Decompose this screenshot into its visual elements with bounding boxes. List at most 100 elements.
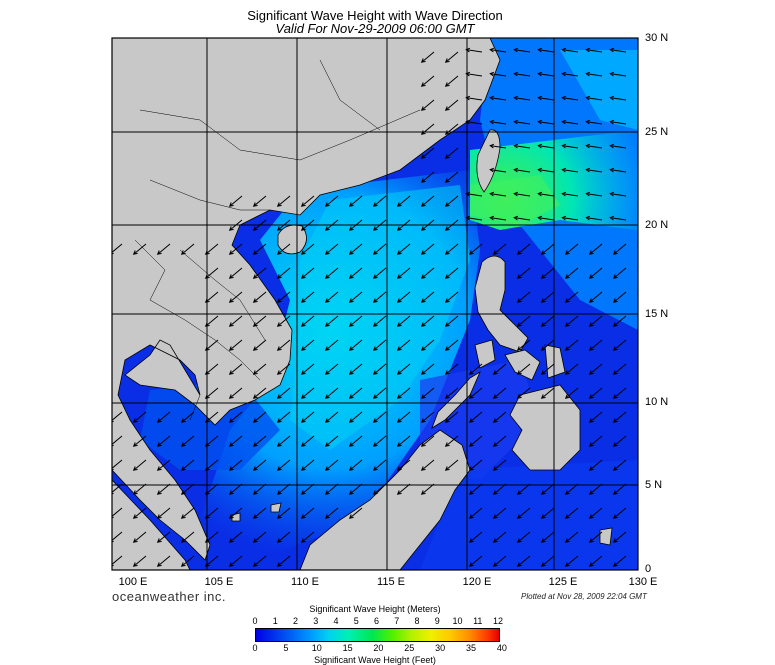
wave-arrow-head (492, 538, 498, 543)
wave-arrow (517, 315, 531, 327)
wave-arrow (586, 49, 603, 53)
wave-arrow-head (612, 322, 618, 327)
wave-arrow (613, 435, 627, 447)
wave-arrow-head (420, 82, 426, 87)
wave-arrow-head (513, 95, 519, 101)
wave-arrow-head (204, 538, 210, 543)
wave-arrow-head (228, 514, 234, 519)
wave-arrow-head (465, 47, 471, 53)
wave-arrow (613, 507, 627, 519)
wave-arrow (469, 363, 483, 375)
wave-arrow-head (588, 346, 594, 351)
wave-arrow (373, 243, 387, 255)
wave-arrow-head (300, 274, 306, 279)
wave-arrow-head (420, 154, 426, 159)
wave-arrow-head (588, 490, 594, 495)
wave-arrow-head (348, 514, 354, 519)
wave-arrow (586, 169, 603, 173)
wave-arrow (613, 459, 627, 471)
wave-arrow-head (420, 442, 426, 447)
wave-arrow-head (588, 442, 594, 447)
wave-arrow-head (444, 274, 450, 279)
wave-arrow-head (228, 298, 234, 303)
wave-arrow-head (513, 119, 519, 125)
wave-arrow-head (585, 167, 591, 173)
wave-arrow (541, 531, 555, 543)
wave-arrow (397, 219, 411, 231)
wave-arrow (397, 411, 411, 423)
wave-arrow-head (420, 130, 426, 135)
wave-arrow-head (537, 167, 543, 173)
wave-arrow (466, 193, 483, 197)
wave-arrow (493, 387, 507, 399)
lat-label-30: 30 N (645, 32, 669, 44)
wave-arrow-head (204, 274, 210, 279)
wave-arrow (517, 291, 531, 303)
wave-arrow (157, 411, 171, 423)
wave-arrow-head (252, 394, 258, 399)
wave-arrow-head (276, 418, 282, 423)
wave-arrow-head (252, 322, 258, 327)
wave-arrow (301, 483, 315, 495)
wave-arrow (373, 315, 387, 327)
wave-arrow (490, 49, 507, 53)
wave-arrow-head (228, 418, 234, 423)
wave-arrow-head (468, 538, 474, 543)
wave-arrow-head (300, 394, 306, 399)
wave-arrow-head (348, 298, 354, 303)
wave-arrow (469, 507, 483, 519)
wave-arrow (277, 243, 291, 255)
wave-arrow (397, 339, 411, 351)
wave-arrow (277, 459, 291, 471)
wave-arrow-head (609, 95, 615, 101)
wave-arrow (373, 267, 387, 279)
wave-arrow (490, 97, 507, 101)
wave-arrow (397, 363, 411, 375)
wave-arrow-head (300, 298, 306, 303)
wave-arrow-head (396, 298, 402, 303)
legend-feet-tick: 35 (466, 643, 477, 653)
wave-arrow-head (324, 250, 330, 255)
wave-arrow (610, 73, 627, 77)
wave-arrow (349, 219, 363, 231)
wave-arrow (445, 315, 459, 327)
wave-arrow-head (252, 370, 258, 375)
wave-arrow-head (561, 71, 567, 77)
wave-arrow (538, 217, 555, 221)
legend-colorbar (255, 628, 500, 642)
wave-arrow (229, 267, 243, 279)
wave-arrow (421, 483, 435, 495)
wave-arrow-head (492, 394, 498, 399)
wave-arrow (610, 169, 627, 173)
wave-arrow (517, 267, 531, 279)
wave-arrow (157, 459, 171, 471)
wave-arrow-head (348, 442, 354, 447)
wave-arrow (229, 315, 243, 327)
wave-arrow-head (564, 370, 570, 375)
wave-arrow (301, 531, 315, 543)
wave-arrow-head (420, 250, 426, 255)
wave-arrow-head (585, 215, 591, 221)
wave-arrow (229, 507, 243, 519)
wave-arrow-head (276, 202, 282, 207)
wave-arrow (397, 315, 411, 327)
wave-arrow-head (465, 71, 471, 77)
wave-arrow (562, 49, 579, 53)
wave-arrow (517, 483, 531, 495)
legend-meters-tick: 3 (313, 616, 319, 626)
wave-arrow (541, 267, 555, 279)
wave-arrow (493, 459, 507, 471)
wave-arrow-head (300, 442, 306, 447)
wave-arrow-head (420, 370, 426, 375)
wave-arrow-head (252, 202, 258, 207)
wave-arrow (349, 243, 363, 255)
wave-arrow (514, 121, 531, 125)
wave-arrow-head (396, 490, 402, 495)
wave-arrow (277, 267, 291, 279)
lon-label-125: 125 E (548, 576, 578, 588)
wave-arrow-head (612, 250, 618, 255)
wave-arrow (301, 339, 315, 351)
wave-arrow-head (588, 322, 594, 327)
wave-arrow-head (468, 466, 474, 471)
